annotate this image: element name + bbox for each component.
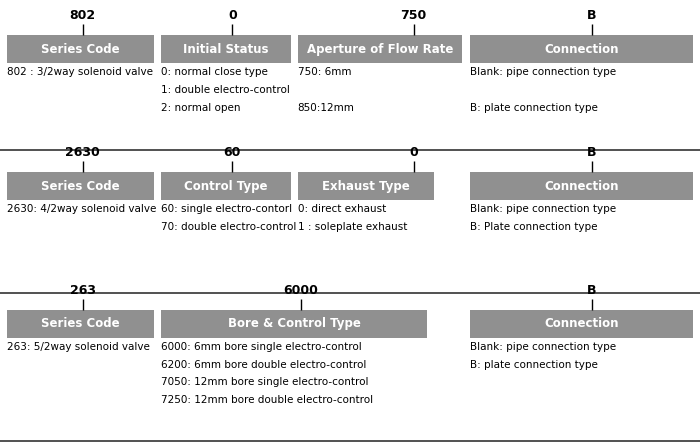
- Text: Series Code: Series Code: [41, 179, 120, 193]
- Text: B: plate connection type: B: plate connection type: [470, 103, 598, 113]
- Text: Blank: pipe connection type: Blank: pipe connection type: [470, 204, 617, 214]
- Text: 1 : soleplate exhaust: 1 : soleplate exhaust: [298, 222, 407, 232]
- Text: 0: normal close type: 0: normal close type: [161, 67, 268, 77]
- Text: 0: 0: [410, 146, 418, 159]
- Text: 802 : 3/2way solenoid valve: 802 : 3/2way solenoid valve: [7, 67, 153, 77]
- Text: 60: single electro-contorl: 60: single electro-contorl: [161, 204, 292, 214]
- Text: 7050: 12mm bore single electro-control: 7050: 12mm bore single electro-control: [161, 377, 368, 388]
- Text: Aperture of Flow Rate: Aperture of Flow Rate: [307, 42, 453, 56]
- Text: Connection: Connection: [545, 179, 619, 193]
- Text: 2: normal open: 2: normal open: [161, 103, 241, 113]
- Bar: [298, 172, 434, 200]
- Bar: [7, 310, 154, 338]
- Text: Initial Status: Initial Status: [183, 42, 269, 56]
- Text: 263: 263: [69, 284, 96, 297]
- Text: 750: 750: [400, 9, 427, 22]
- Text: Series Code: Series Code: [41, 317, 120, 331]
- Text: Blank: pipe connection type: Blank: pipe connection type: [470, 342, 617, 352]
- Text: B: B: [587, 9, 596, 22]
- Text: 2630: 4/2way solenoid valve: 2630: 4/2way solenoid valve: [7, 204, 156, 214]
- Text: 60: 60: [224, 146, 241, 159]
- Text: 802: 802: [69, 9, 96, 22]
- Text: Series Code: Series Code: [41, 42, 120, 56]
- Text: 0: 0: [228, 9, 237, 22]
- Bar: [161, 172, 290, 200]
- Text: Exhaust Type: Exhaust Type: [322, 179, 409, 193]
- Text: 70: double electro-control: 70: double electro-control: [161, 222, 296, 232]
- Text: 0: direct exhaust: 0: direct exhaust: [298, 204, 386, 214]
- Text: B: Plate connection type: B: Plate connection type: [470, 222, 598, 232]
- Text: B: B: [587, 146, 596, 159]
- Bar: [161, 35, 290, 63]
- Text: Bore & Control Type: Bore & Control Type: [228, 317, 360, 331]
- Text: 6000: 6mm bore single electro-control: 6000: 6mm bore single electro-control: [161, 342, 362, 352]
- Text: 7250: 12mm bore double electro-control: 7250: 12mm bore double electro-control: [161, 395, 373, 405]
- Bar: [470, 35, 693, 63]
- Text: 2630: 2630: [65, 146, 100, 159]
- Bar: [470, 172, 693, 200]
- Text: B: B: [587, 284, 596, 297]
- Text: 6200: 6mm bore double electro-control: 6200: 6mm bore double electro-control: [161, 360, 366, 370]
- Text: Control Type: Control Type: [184, 179, 267, 193]
- Bar: [470, 310, 693, 338]
- Text: 1: double electro-control: 1: double electro-control: [161, 85, 290, 95]
- Text: Blank: pipe connection type: Blank: pipe connection type: [470, 67, 617, 77]
- Bar: [7, 172, 154, 200]
- Bar: [161, 310, 427, 338]
- Text: B: plate connection type: B: plate connection type: [470, 360, 598, 370]
- Text: Connection: Connection: [545, 42, 619, 56]
- Text: 263: 5/2way solenoid valve: 263: 5/2way solenoid valve: [7, 342, 150, 352]
- Text: 6000: 6000: [284, 284, 318, 297]
- Bar: [7, 35, 154, 63]
- Text: Connection: Connection: [545, 317, 619, 331]
- Bar: [298, 35, 462, 63]
- Text: 850:12mm: 850:12mm: [298, 103, 354, 113]
- Text: 750: 6mm: 750: 6mm: [298, 67, 351, 77]
